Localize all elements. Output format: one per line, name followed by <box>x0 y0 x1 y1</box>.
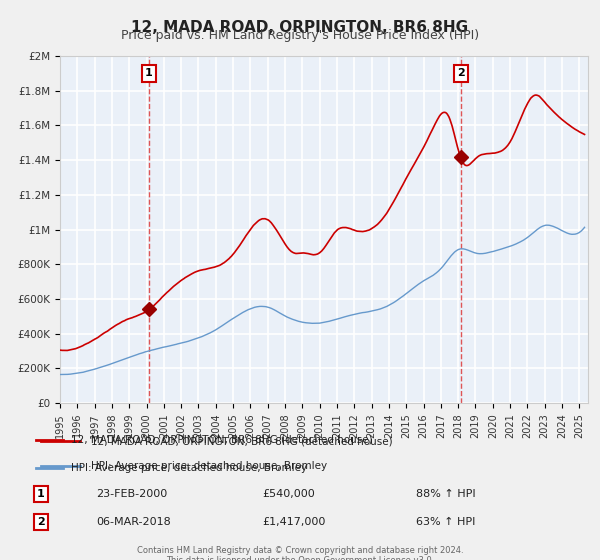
Text: 23-FEB-2000: 23-FEB-2000 <box>96 489 167 499</box>
Text: 1: 1 <box>37 489 45 499</box>
Text: Contains HM Land Registry data © Crown copyright and database right 2024.
This d: Contains HM Land Registry data © Crown c… <box>137 546 463 560</box>
Text: 2: 2 <box>37 517 45 527</box>
Text: HPI: Average price, detached house, Bromley: HPI: Average price, detached house, Brom… <box>71 463 308 473</box>
Text: HPI: Average price, detached house, Bromley: HPI: Average price, detached house, Brom… <box>91 461 327 471</box>
Text: 63% ↑ HPI: 63% ↑ HPI <box>416 517 476 527</box>
Text: £1,417,000: £1,417,000 <box>262 517 325 527</box>
Text: 88% ↑ HPI: 88% ↑ HPI <box>416 489 476 499</box>
Text: 12, MADA ROAD, ORPINGTON, BR6 8HG (detached house): 12, MADA ROAD, ORPINGTON, BR6 8HG (detac… <box>71 435 373 445</box>
Text: 1: 1 <box>145 68 153 78</box>
Text: 12, MADA ROAD, ORPINGTON, BR6 8HG (detached house): 12, MADA ROAD, ORPINGTON, BR6 8HG (detac… <box>91 436 392 446</box>
Text: Price paid vs. HM Land Registry's House Price Index (HPI): Price paid vs. HM Land Registry's House … <box>121 29 479 42</box>
Text: £540,000: £540,000 <box>262 489 314 499</box>
Text: 2: 2 <box>457 68 465 78</box>
Text: 12, MADA ROAD, ORPINGTON, BR6 8HG: 12, MADA ROAD, ORPINGTON, BR6 8HG <box>131 20 469 35</box>
Text: 06-MAR-2018: 06-MAR-2018 <box>96 517 171 527</box>
